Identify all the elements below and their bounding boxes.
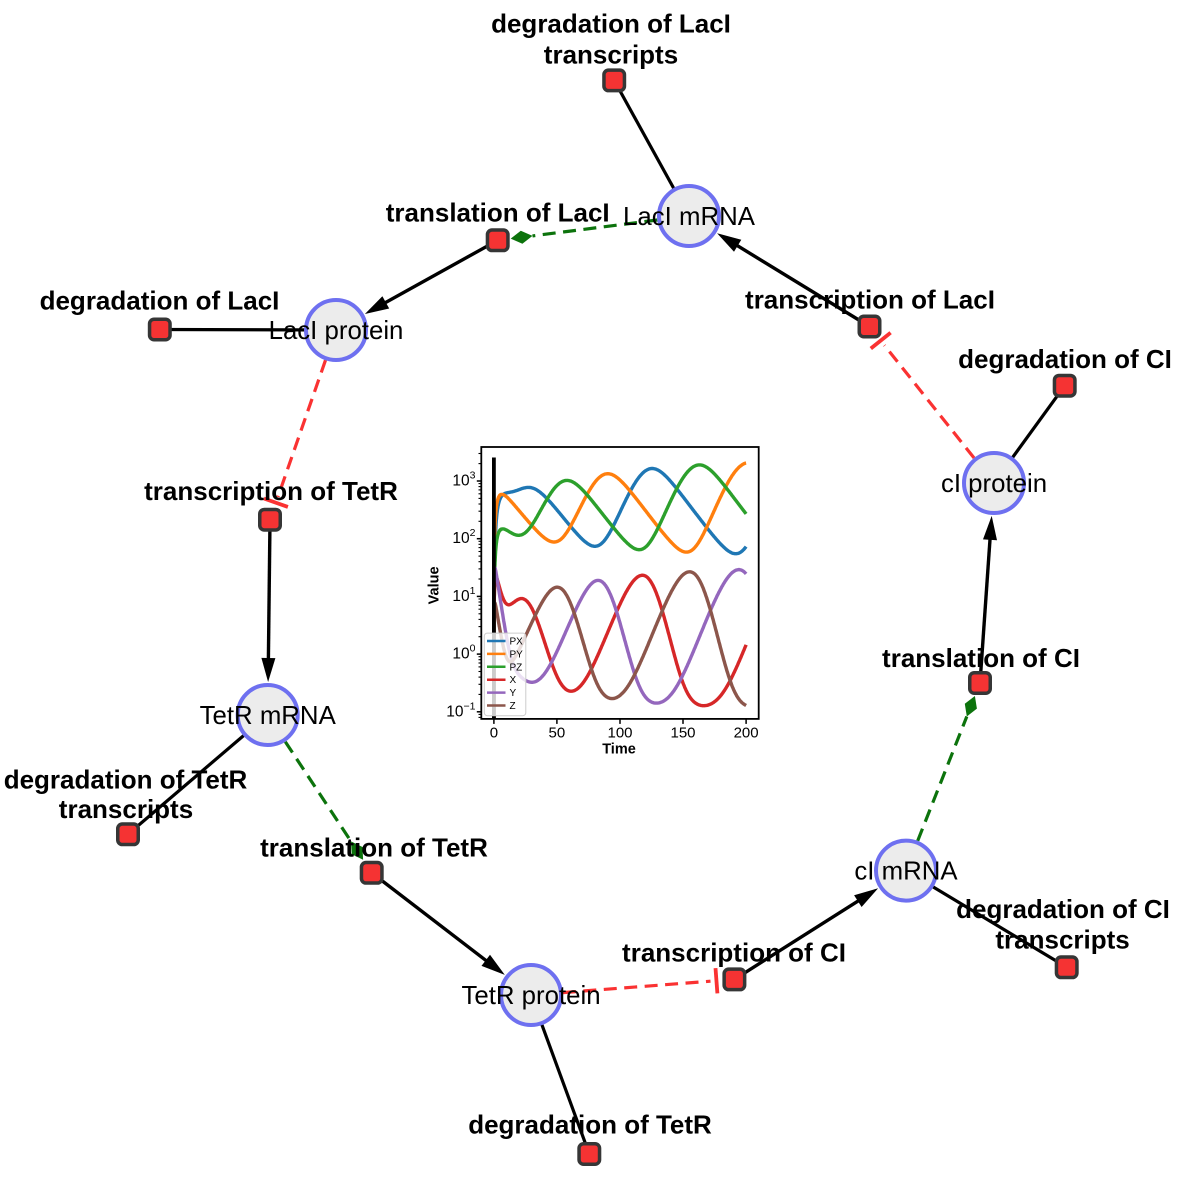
svg-text:transcripts: transcripts: [59, 794, 193, 824]
svg-text:PY: PY: [510, 649, 524, 660]
svg-text:translation of LacI: translation of LacI: [386, 198, 610, 228]
svg-text:translation of CI: translation of CI: [882, 643, 1080, 673]
svg-text:degradation of TetR: degradation of TetR: [468, 1110, 712, 1140]
svg-text:Value: Value: [427, 566, 443, 604]
svg-text:degradation of LacI: degradation of LacI: [491, 9, 731, 39]
svg-text:degradation of CI: degradation of CI: [956, 894, 1170, 924]
svg-text:transcription of TetR: transcription of TetR: [144, 476, 398, 506]
svg-text:Time: Time: [602, 742, 636, 758]
svg-text:X: X: [510, 675, 517, 686]
svg-text:degradation of LacI: degradation of LacI: [40, 286, 280, 316]
svg-text:cI protein: cI protein: [941, 470, 1047, 498]
svg-text:0: 0: [490, 725, 498, 742]
svg-text:PX: PX: [510, 637, 524, 648]
svg-text:Y: Y: [510, 688, 517, 699]
svg-text:cI mRNA: cI mRNA: [854, 858, 958, 886]
svg-text:50: 50: [549, 725, 566, 742]
svg-text:200: 200: [734, 725, 759, 742]
svg-text:translation of TetR: translation of TetR: [260, 832, 488, 862]
svg-text:transcription of LacI: transcription of LacI: [745, 284, 995, 314]
svg-text:TetR mRNA: TetR mRNA: [200, 702, 337, 730]
svg-text:TetR protein: TetR protein: [461, 982, 600, 1010]
svg-text:LacI mRNA: LacI mRNA: [623, 203, 756, 231]
svg-text:degradation of CI: degradation of CI: [958, 344, 1172, 374]
svg-text:100: 100: [607, 725, 632, 742]
svg-text:transcription of CI: transcription of CI: [622, 938, 846, 968]
svg-text:150: 150: [670, 725, 695, 742]
svg-text:Z: Z: [510, 701, 516, 712]
svg-text:transcripts: transcripts: [544, 40, 678, 70]
svg-text:LacI protein: LacI protein: [269, 317, 404, 345]
svg-text:degradation of TetR: degradation of TetR: [4, 765, 248, 795]
svg-text:PZ: PZ: [510, 662, 523, 673]
svg-text:transcripts: transcripts: [995, 924, 1129, 954]
